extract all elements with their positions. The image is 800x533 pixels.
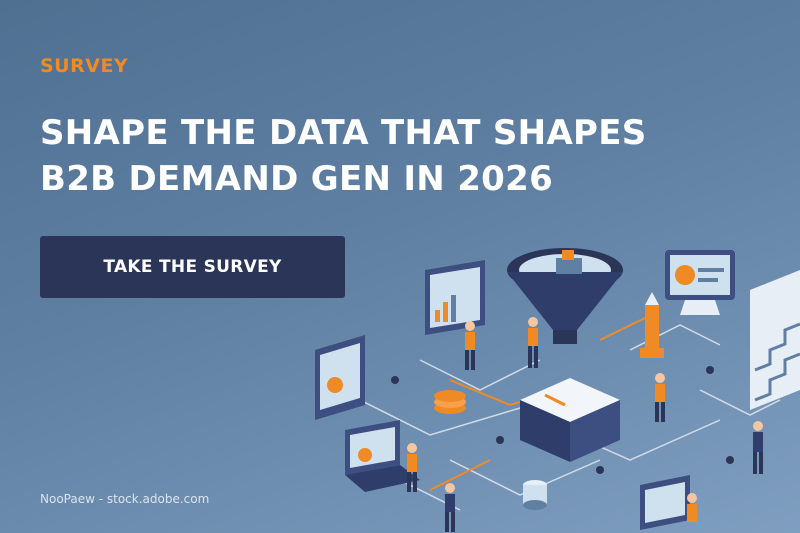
laptop-icon [345, 420, 420, 492]
node-dots [391, 366, 734, 474]
side-panel-icon [315, 335, 365, 420]
take-survey-button[interactable]: TAKE THE SURVEY [40, 236, 345, 298]
eyebrow-label: SURVEY [40, 55, 129, 77]
database-icon [523, 480, 547, 510]
data-flow-illustration [315, 248, 800, 532]
headline-line-2: B2B DEMAND GEN IN 2026 [40, 159, 554, 199]
laptop-icon-right [640, 475, 690, 530]
headline-line-1: SHAPE THE DATA THAT SHAPES [40, 113, 647, 153]
image-credit: NooPaew - stock.adobe.com [40, 492, 210, 506]
monitor-icon [665, 250, 735, 315]
connector-lines [359, 324, 781, 511]
person-icon [407, 317, 763, 532]
cube-icon [520, 378, 620, 462]
chart-panel-icon [425, 260, 485, 335]
coin-stack-icon [434, 390, 466, 414]
tower-icon [640, 292, 664, 358]
headline: SHAPE THE DATA THAT SHAPES B2B DEMAND GE… [40, 110, 720, 202]
staircase-icon [750, 270, 800, 410]
funnel-icon [507, 248, 623, 344]
